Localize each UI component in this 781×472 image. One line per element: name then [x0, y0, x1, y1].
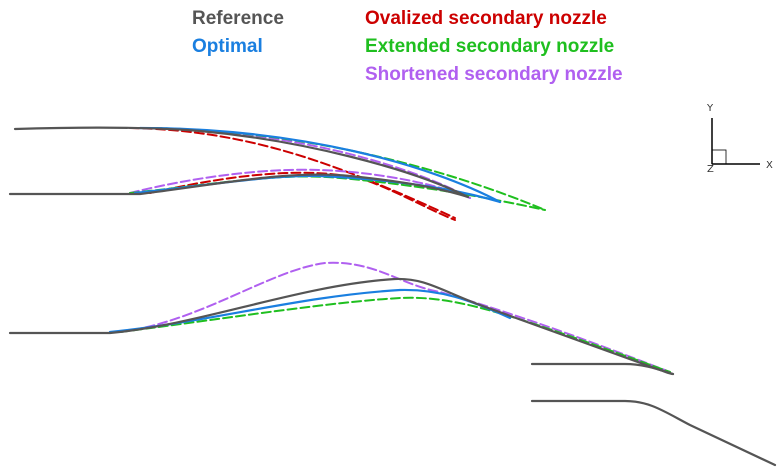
optimal-lower-line	[108, 288, 512, 334]
legend-extended: Extended secondary nozzle	[365, 36, 614, 57]
optimal-outer-line	[138, 126, 502, 204]
reference-inner-line	[8, 173, 470, 199]
extended-lower-line	[119, 296, 671, 373]
shortened-lower-line	[119, 261, 671, 373]
axis-triad: Y X Z	[706, 103, 773, 175]
y-axis-label: Y	[706, 103, 714, 114]
lower-nozzle-group	[8, 261, 777, 467]
z-axis-box	[711, 149, 727, 165]
reference-plug-upper	[530, 362, 675, 376]
legend-ovalized: Ovalized secondary nozzle	[365, 8, 607, 29]
reference-lower-line	[8, 277, 675, 376]
reference-plug-lower	[530, 399, 777, 467]
ovalized-outer-line	[129, 127, 456, 219]
legend-optimal: Optimal	[192, 36, 263, 57]
z-axis-label: Z	[707, 164, 714, 175]
x-axis-label: X	[766, 160, 773, 171]
legend: Reference Optimal Ovalized secondary noz…	[192, 8, 623, 85]
upper-nozzle-group	[8, 126, 546, 221]
legend-shortened: Shortened secondary nozzle	[365, 64, 623, 85]
reference-outer-line	[13, 126, 470, 199]
legend-reference: Reference	[192, 8, 284, 29]
shortened-inner-line	[129, 168, 471, 199]
